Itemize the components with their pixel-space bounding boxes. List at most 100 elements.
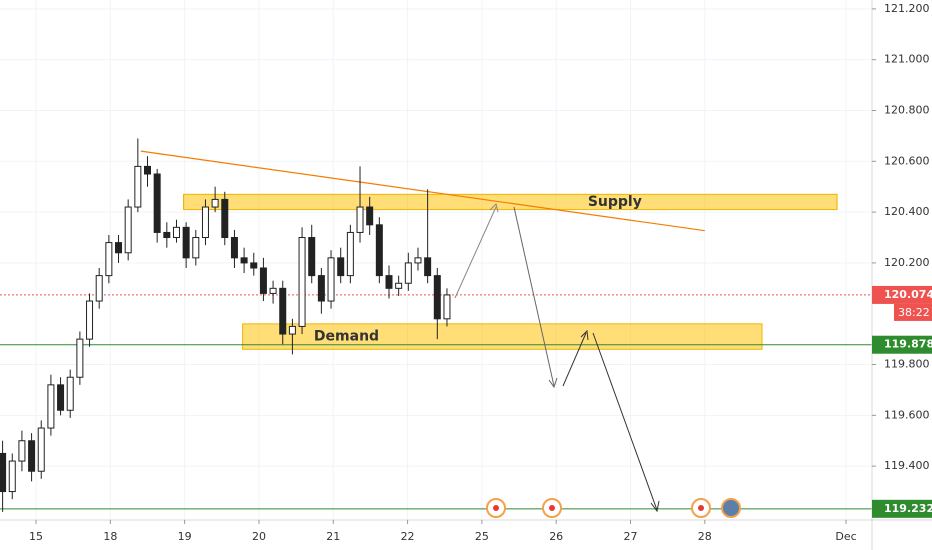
price-tag — [872, 285, 932, 304]
candle-body — [308, 237, 316, 277]
event-dot — [493, 505, 499, 511]
candle-body — [144, 165, 152, 175]
candle-body — [134, 165, 142, 208]
candle-body — [250, 262, 258, 269]
candle-body — [172, 226, 180, 239]
candle-body — [201, 206, 209, 239]
supply-zone — [183, 193, 838, 211]
candle-body — [124, 206, 132, 254]
candle-body — [317, 275, 325, 302]
y-tick-label: 120.400 — [884, 205, 930, 218]
y-tick-label: 120.200 — [884, 256, 930, 269]
y-tick-label: 121.000 — [884, 53, 930, 66]
countdown-label: 38:22 — [898, 306, 930, 319]
price-tag — [872, 499, 932, 518]
candle-body — [375, 224, 383, 277]
y-tick-label: 119.800 — [884, 358, 930, 371]
event-icons — [486, 498, 741, 518]
candle-body — [221, 198, 229, 239]
candle-body — [404, 262, 412, 284]
y-tick-label: 120.600 — [884, 154, 930, 167]
x-tick-label: Dec — [835, 530, 856, 543]
axes: 119.400 119.600 119.800 120.200 120.400 120.6… — [29, 2, 932, 543]
candle-body — [182, 226, 190, 259]
y-tick-label: 119.400 — [884, 459, 930, 472]
x-tick-label: 26 — [549, 530, 563, 543]
candle-body — [163, 231, 171, 239]
arrow — [454, 206, 497, 299]
x-tick-label: 28 — [698, 530, 712, 543]
candle-body — [385, 275, 393, 289]
price-tag — [872, 335, 932, 354]
candle-body — [47, 384, 55, 429]
candle-body — [37, 427, 45, 472]
event-icon — [721, 498, 741, 518]
candle-body — [356, 206, 364, 233]
candle-body — [76, 338, 84, 378]
arrow — [592, 332, 658, 511]
zone-label: Supply — [588, 194, 642, 210]
candle-body — [18, 440, 26, 462]
arrow-head — [548, 377, 558, 389]
candle-body — [105, 242, 113, 277]
x-tick-label: 18 — [103, 530, 117, 543]
x-tick-label: 27 — [624, 530, 638, 543]
candle-body — [279, 287, 287, 335]
candles — [0, 138, 451, 512]
price-tag-label: 119.878 — [884, 338, 932, 351]
candle-body — [366, 206, 374, 226]
zones: Supply Demand — [0, 150, 872, 510]
x-tick-label: 22 — [401, 530, 415, 543]
y-tick-label: 121.200 — [884, 2, 930, 15]
candle-body — [288, 325, 296, 335]
candle-body — [230, 237, 238, 259]
arrow-head — [650, 500, 660, 513]
candle-body — [211, 198, 219, 208]
candle-body — [153, 173, 161, 233]
price-tag-label: 119.232 — [884, 502, 932, 515]
x-tick-label: 15 — [29, 530, 43, 543]
y-tick-label: 119.600 — [884, 408, 930, 421]
candle-body — [433, 275, 441, 320]
x-tick-label: 21 — [326, 530, 340, 543]
candle-body — [192, 237, 200, 259]
x-tick-label: 20 — [252, 530, 266, 543]
candle-body — [424, 257, 432, 277]
candle-body — [269, 287, 277, 294]
x-tick-label: 19 — [178, 530, 192, 543]
candle-body — [8, 460, 16, 493]
price-tag-label: 120.074 — [884, 288, 932, 301]
candle-body — [57, 384, 65, 411]
arrow — [513, 206, 555, 387]
candle-body — [28, 440, 36, 472]
candle-body — [337, 257, 345, 277]
candle-body — [0, 452, 7, 493]
candle-body — [240, 257, 248, 264]
event-dot — [549, 505, 555, 511]
candle-body — [395, 282, 403, 289]
candle-body — [66, 376, 74, 411]
arrow-head — [489, 203, 499, 213]
x-tick-label: 25 — [475, 530, 489, 543]
candle-body — [443, 294, 451, 320]
zone-label: Demand — [314, 329, 379, 345]
arrow — [562, 332, 587, 387]
candle-body — [259, 267, 267, 294]
event-dot — [698, 505, 704, 511]
y-tick-label: 120.800 — [884, 104, 930, 117]
arrow-head — [580, 329, 589, 341]
projection-arrows — [454, 203, 660, 513]
countdown-tag — [894, 303, 932, 321]
candle-body — [327, 257, 335, 302]
candle-body — [95, 275, 103, 302]
candle-body — [298, 237, 306, 327]
candle-body — [86, 300, 94, 340]
candle-body — [346, 231, 354, 277]
trend-line — [140, 150, 705, 232]
candle-body — [414, 257, 422, 264]
candle-body — [115, 242, 123, 254]
